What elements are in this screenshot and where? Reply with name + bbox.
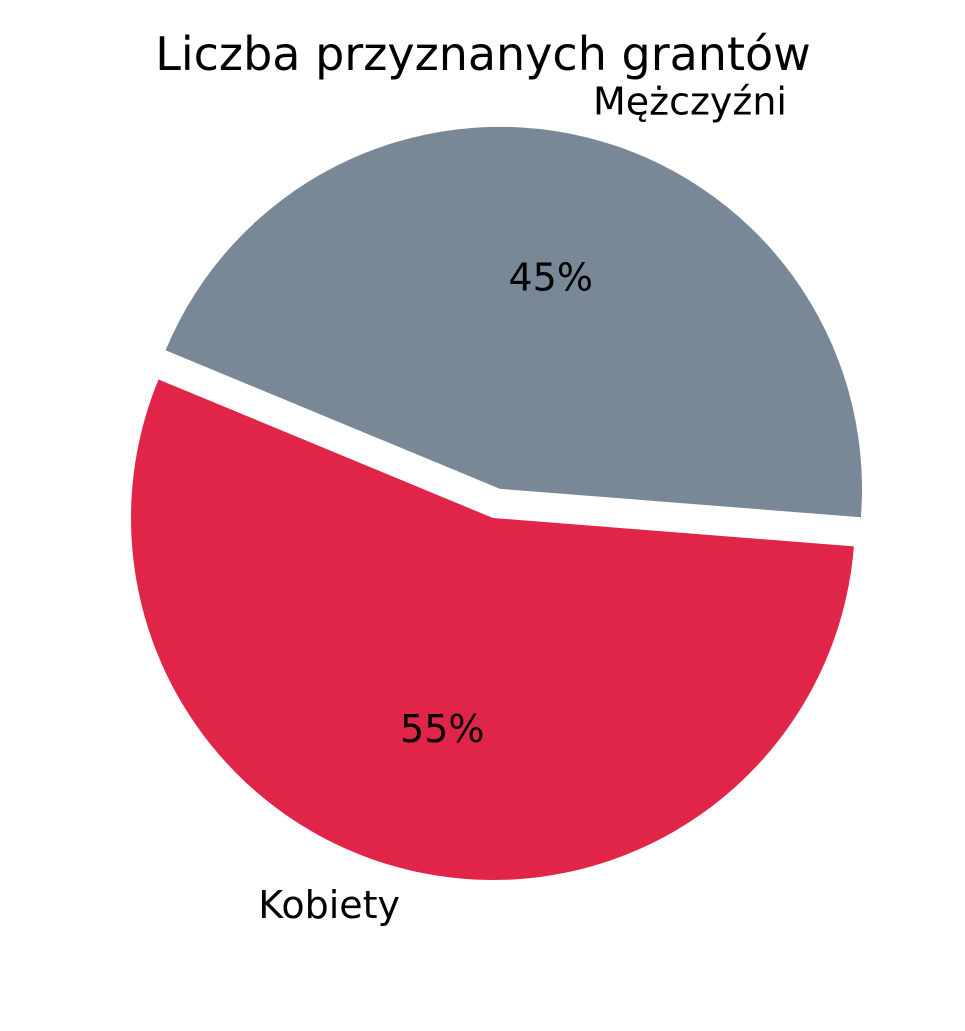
slice-label: Mężczyźni [593,80,787,124]
pie-slices [131,126,863,880]
slice-label: Kobiety [258,883,400,927]
pie-slice-kobiety [131,379,854,880]
slice-percent-label: 55% [400,707,484,751]
pie-labels: Kobiety 55% Mężczyźni 45% [258,80,787,928]
chart-title: Liczba przyznanych grantów [155,27,811,81]
pie-slice-mezczyzni [165,126,863,518]
slice-percent-label: 45% [508,256,592,300]
